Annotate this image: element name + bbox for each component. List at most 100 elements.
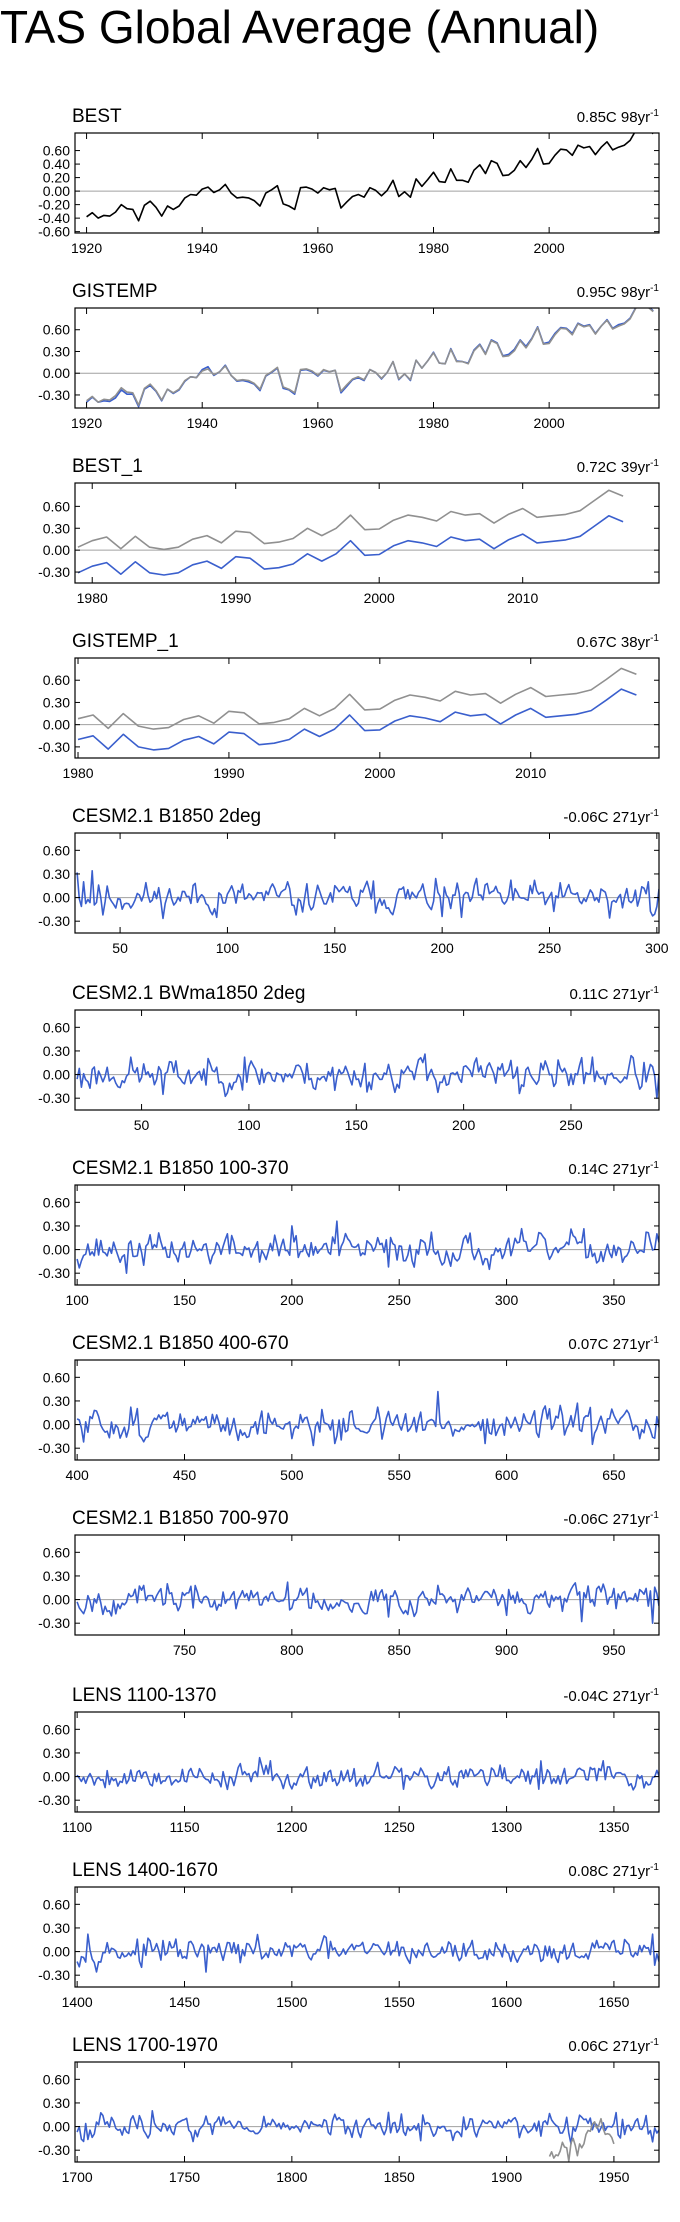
x-tick-label: 1250 (384, 1819, 415, 1835)
series-line (86, 133, 654, 222)
y-tick-label: 0.30 (43, 1568, 70, 1584)
y-tick-label: 0.60 (43, 1544, 70, 1560)
trend-superscript: -1 (650, 1335, 659, 1346)
panel-trend: 0.95C 98yr-1 (577, 283, 660, 301)
y-tick-label: 0.30 (43, 866, 70, 882)
trend-superscript: -1 (650, 1160, 659, 1171)
y-tick-label: 0.30 (43, 520, 70, 536)
x-tick-label: 1980 (418, 240, 449, 256)
y-tick-label: 0.00 (43, 542, 70, 558)
x-tick-label: 2010 (515, 765, 546, 781)
y-tick-label: 0.00 (43, 1769, 70, 1785)
x-tick-label: 650 (602, 1467, 626, 1483)
plot-frame (74, 482, 660, 584)
figure-title: TAS Global Average (Annual) (0, 1, 600, 53)
y-tick-label: 0.60 (43, 143, 70, 159)
y-tick-label: -0.30 (38, 913, 70, 929)
y-tick-label: -0.30 (38, 739, 70, 755)
panel-title: CESM2.1 B1850 700-970 (72, 1508, 289, 1529)
x-tick-label: 100 (237, 1117, 261, 1133)
x-tick-label: 1600 (491, 1994, 522, 2010)
x-tick-label: 2000 (534, 240, 565, 256)
y-tick-label: 0.60 (43, 1369, 70, 1385)
y-tick-label: -0.30 (38, 1090, 70, 1106)
y-tick-label: 0.00 (43, 183, 70, 199)
panel-trend: 0.11C 271yr-1 (569, 985, 659, 1003)
y-tick-label: -0.40 (38, 210, 70, 226)
x-tick-label: 1980 (418, 415, 449, 431)
panel-title: LENS 1100-1370 (72, 1685, 216, 1706)
x-tick-label: 1750 (169, 2169, 200, 2185)
panel-trend: 0.14C 271yr-1 (568, 1160, 659, 1178)
panel-trend: -0.04C 271yr-1 (563, 1687, 659, 1705)
panel-title: CESM2.1 B1850 2deg (72, 806, 261, 827)
x-tick-label: 850 (388, 1642, 412, 1658)
x-tick-label: 1950 (598, 2169, 629, 2185)
x-tick-label: 250 (559, 1117, 583, 1133)
x-tick-label: 1940 (187, 415, 218, 431)
x-tick-label: 1150 (169, 1819, 199, 1835)
trend-superscript: -1 (650, 458, 659, 469)
x-tick-label: 200 (430, 940, 454, 956)
y-tick-label: 0.60 (43, 2071, 70, 2087)
x-tick-label: 600 (495, 1467, 519, 1483)
panel-title: CESM2.1 BWma1850 2deg (72, 983, 305, 1004)
y-tick-label: -0.20 (38, 197, 70, 213)
y-tick-label: -0.60 (38, 224, 70, 240)
y-tick-label: 0.00 (43, 890, 70, 906)
y-tick-label: -0.30 (38, 2142, 70, 2158)
x-tick-label: 300 (495, 1292, 519, 1308)
x-tick-label: 1200 (276, 1819, 307, 1835)
y-tick-label: 0.00 (43, 717, 70, 733)
y-tick-label: 0.30 (43, 1218, 70, 1234)
y-tick-label: -0.30 (38, 1615, 70, 1631)
x-tick-label: 950 (602, 1642, 626, 1658)
x-tick-label: 1920 (71, 415, 102, 431)
panel-trend: -0.06C 271yr-1 (563, 808, 659, 826)
y-tick-label: 0.00 (43, 1417, 70, 1433)
x-tick-label: 1350 (598, 1819, 629, 1835)
series-line (76, 1390, 659, 1447)
series-line (76, 2110, 659, 2145)
x-tick-label: 550 (388, 1467, 412, 1483)
y-tick-label: 0.30 (43, 2095, 70, 2111)
x-tick-label: 150 (345, 1117, 369, 1133)
y-tick-label: 0.30 (43, 1393, 70, 1409)
y-tick-label: 0.60 (43, 672, 70, 688)
series-line (86, 308, 654, 408)
plot-frame (74, 832, 660, 934)
x-tick-label: 2000 (534, 415, 565, 431)
x-tick-label: 200 (452, 1117, 476, 1133)
x-tick-label: 150 (323, 940, 347, 956)
plot-frame (74, 1184, 660, 1286)
x-tick-label: 100 (216, 940, 240, 956)
y-tick-label: 0.30 (43, 694, 70, 710)
series-line (76, 1220, 659, 1274)
x-tick-label: 50 (134, 1117, 150, 1133)
x-tick-label: 2000 (364, 590, 395, 606)
trend-superscript: -1 (650, 1862, 659, 1873)
panel-title: GISTEMP_1 (72, 631, 179, 652)
series-line (77, 688, 637, 751)
x-tick-label: 1500 (276, 1994, 307, 2010)
series-line (86, 308, 654, 406)
y-tick-label: 0.60 (43, 1721, 70, 1737)
x-tick-label: 1400 (62, 1994, 93, 2010)
panel-title: GISTEMP (72, 281, 158, 302)
trend-superscript: -1 (650, 985, 659, 996)
trend-superscript: -1 (650, 108, 659, 119)
trend-superscript: -1 (650, 2037, 659, 2048)
x-tick-label: 500 (280, 1467, 304, 1483)
y-tick-label: -0.30 (38, 564, 70, 580)
y-tick-label: -0.30 (38, 387, 70, 403)
panel-title: BEST (72, 106, 122, 127)
y-tick-label: 0.00 (43, 1242, 70, 1258)
y-tick-label: 0.60 (43, 842, 70, 858)
y-tick-label: -0.30 (38, 1792, 70, 1808)
x-tick-label: 200 (280, 1292, 304, 1308)
plot-frame (74, 1359, 660, 1461)
x-tick-label: 750 (173, 1642, 197, 1658)
panel-title: LENS 1700-1970 (72, 2035, 218, 2056)
x-tick-label: 1980 (77, 590, 108, 606)
